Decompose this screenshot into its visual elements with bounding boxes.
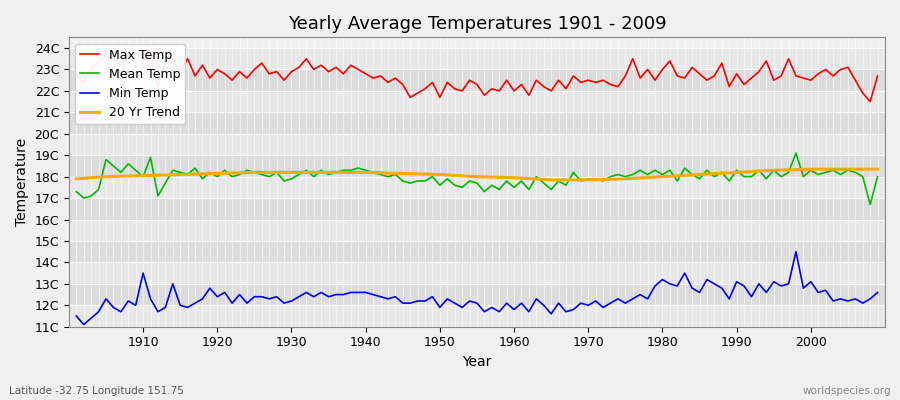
Bar: [69, 262, 885, 284]
Title: Yearly Average Temperatures 1901 - 2009: Yearly Average Temperatures 1901 - 2009: [288, 15, 666, 33]
Mean Temp: [338, 168, 349, 173]
20 Yr Trend: [435, 172, 446, 177]
Min Temp: [508, 307, 519, 312]
20 Yr Trend: [508, 175, 519, 180]
20 Yr Trend: [583, 178, 594, 182]
Min Temp: [346, 290, 356, 295]
20 Yr Trend: [175, 172, 185, 177]
Mean Temp: [872, 174, 883, 179]
20 Yr Trend: [620, 176, 631, 181]
Bar: [69, 91, 885, 112]
Mean Temp: [598, 178, 608, 183]
Text: Latitude -32.75 Longitude 151.75: Latitude -32.75 Longitude 151.75: [9, 386, 184, 396]
Text: worldspecies.org: worldspecies.org: [803, 386, 891, 396]
20 Yr Trend: [323, 170, 334, 175]
Max Temp: [872, 74, 883, 78]
Bar: [69, 134, 885, 155]
X-axis label: Year: Year: [463, 355, 491, 369]
20 Yr Trend: [545, 178, 556, 182]
20 Yr Trend: [731, 170, 742, 175]
Legend: Max Temp, Mean Temp, Min Temp, 20 Yr Trend: Max Temp, Mean Temp, Min Temp, 20 Yr Tre…: [76, 44, 185, 124]
Line: Min Temp: Min Temp: [76, 252, 878, 324]
Min Temp: [790, 249, 801, 254]
Min Temp: [71, 314, 82, 318]
Max Temp: [145, 48, 156, 52]
Mean Temp: [501, 178, 512, 183]
20 Yr Trend: [472, 174, 482, 179]
20 Yr Trend: [657, 174, 668, 179]
20 Yr Trend: [842, 167, 853, 172]
20 Yr Trend: [71, 176, 82, 181]
Max Temp: [71, 74, 82, 78]
20 Yr Trend: [694, 172, 705, 177]
Min Temp: [872, 290, 883, 295]
20 Yr Trend: [249, 170, 260, 175]
Mean Temp: [71, 189, 82, 194]
20 Yr Trend: [398, 171, 409, 176]
Line: 20 Yr Trend: 20 Yr Trend: [76, 169, 878, 180]
Bar: [69, 112, 885, 134]
Y-axis label: Temperature: Temperature: [15, 138, 29, 226]
Line: Max Temp: Max Temp: [76, 50, 878, 102]
Bar: [69, 198, 885, 220]
Max Temp: [508, 88, 519, 93]
Max Temp: [301, 56, 311, 61]
Min Temp: [605, 301, 616, 306]
Bar: [69, 70, 885, 91]
Mean Temp: [790, 151, 801, 156]
Max Temp: [516, 82, 526, 87]
Bar: [69, 220, 885, 241]
Mean Temp: [130, 168, 141, 173]
Bar: [69, 155, 885, 177]
Min Temp: [138, 271, 148, 276]
Line: Mean Temp: Mean Temp: [76, 153, 878, 204]
20 Yr Trend: [872, 167, 883, 172]
20 Yr Trend: [212, 171, 222, 176]
Bar: [69, 241, 885, 262]
Min Temp: [78, 322, 89, 327]
Max Temp: [346, 63, 356, 68]
20 Yr Trend: [769, 168, 779, 173]
20 Yr Trend: [360, 170, 371, 175]
Min Temp: [516, 301, 526, 306]
Bar: [69, 177, 885, 198]
20 Yr Trend: [101, 174, 112, 179]
20 Yr Trend: [286, 170, 297, 175]
Max Temp: [130, 50, 141, 55]
Max Temp: [865, 99, 876, 104]
Bar: [69, 48, 885, 70]
20 Yr Trend: [806, 167, 816, 172]
Min Temp: [301, 290, 311, 295]
Bar: [69, 305, 885, 327]
Mean Temp: [508, 185, 519, 190]
Mean Temp: [293, 172, 304, 177]
20 Yr Trend: [138, 173, 148, 178]
Max Temp: [605, 82, 616, 87]
Bar: [69, 284, 885, 305]
Mean Temp: [865, 202, 876, 207]
